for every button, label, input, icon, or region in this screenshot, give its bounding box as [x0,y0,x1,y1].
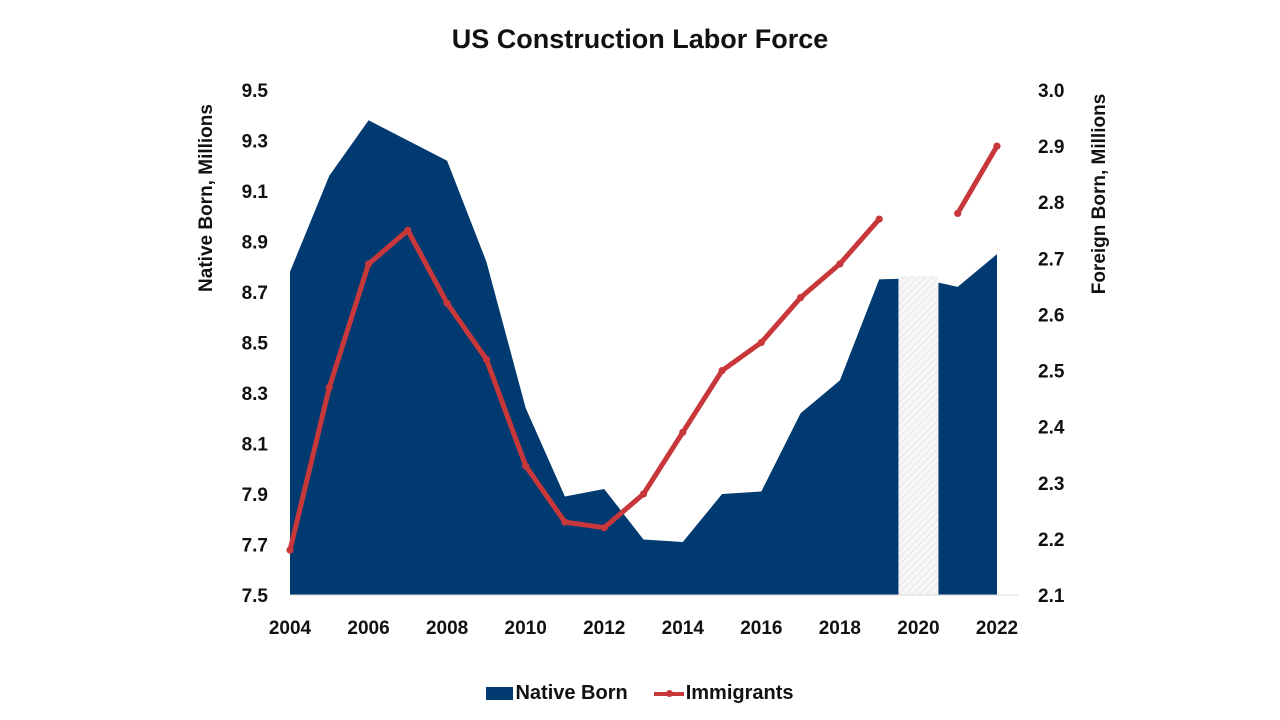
native-born-swatch-icon [486,687,514,700]
svg-text:2.7: 2.7 [1038,249,1064,270]
svg-text:7.7: 7.7 [242,536,268,557]
legend: Native Born Immigrants [0,682,1280,705]
svg-text:2022: 2022 [976,618,1018,639]
svg-text:7.5: 7.5 [242,586,269,607]
chart-title: US Construction Labor Force [451,24,829,54]
svg-text:2012: 2012 [583,618,625,639]
svg-text:2.5: 2.5 [1038,362,1065,383]
svg-text:7.9: 7.9 [242,485,268,506]
svg-text:8.5: 8.5 [242,334,269,355]
svg-text:2.4: 2.4 [1038,418,1065,439]
legend-item-immigrants: Immigrants [653,682,794,705]
svg-text:2006: 2006 [347,618,389,639]
svg-text:2.6: 2.6 [1038,305,1064,326]
svg-text:2016: 2016 [740,618,782,639]
legend-item-native-born: Native Born [486,682,628,705]
svg-text:9.5: 9.5 [242,81,269,102]
svg-text:9.3: 9.3 [242,132,268,153]
svg-text:2.9: 2.9 [1038,137,1064,158]
svg-text:8.1: 8.1 [242,435,269,456]
svg-text:2008: 2008 [426,618,468,639]
svg-text:2.2: 2.2 [1038,530,1064,551]
left-axis-label: Native Born, Millions [196,104,217,292]
immigrants-line [286,142,1001,554]
right-axis-label: Foreign Born, Millions [1089,94,1110,295]
gap-2020-hatch [898,276,939,595]
svg-text:8.9: 8.9 [242,233,268,254]
immigrants-swatch-icon [653,689,684,697]
svg-text:2018: 2018 [819,618,861,639]
svg-text:2.8: 2.8 [1038,193,1064,214]
svg-text:9.1: 9.1 [242,182,269,203]
svg-text:8.3: 8.3 [242,384,268,405]
legend-label: Immigrants [685,682,794,704]
native-born-area [290,120,997,596]
left-y-axis: 7.5 7.7 7.9 8.1 8.3 8.5 8.7 8.9 9.1 9.3 9.5 [242,81,269,607]
svg-text:2014: 2014 [662,618,705,639]
svg-text:2.3: 2.3 [1038,474,1064,495]
svg-text:2.1: 2.1 [1038,586,1065,607]
svg-text:8.7: 8.7 [242,283,268,304]
legend-label: Native Born [515,682,628,704]
svg-text:3.0: 3.0 [1038,81,1064,102]
svg-text:2020: 2020 [897,618,939,639]
x-axis: 2004 2006 2008 2010 2012 2014 2016 2018 2020 2022 [269,618,1018,639]
svg-text:2010: 2010 [505,618,547,639]
svg-text:2004: 2004 [269,618,312,639]
right-y-axis: 2.1 2.2 2.3 2.4 2.5 2.6 2.7 2.8 2.9 3.0 [1038,81,1065,607]
